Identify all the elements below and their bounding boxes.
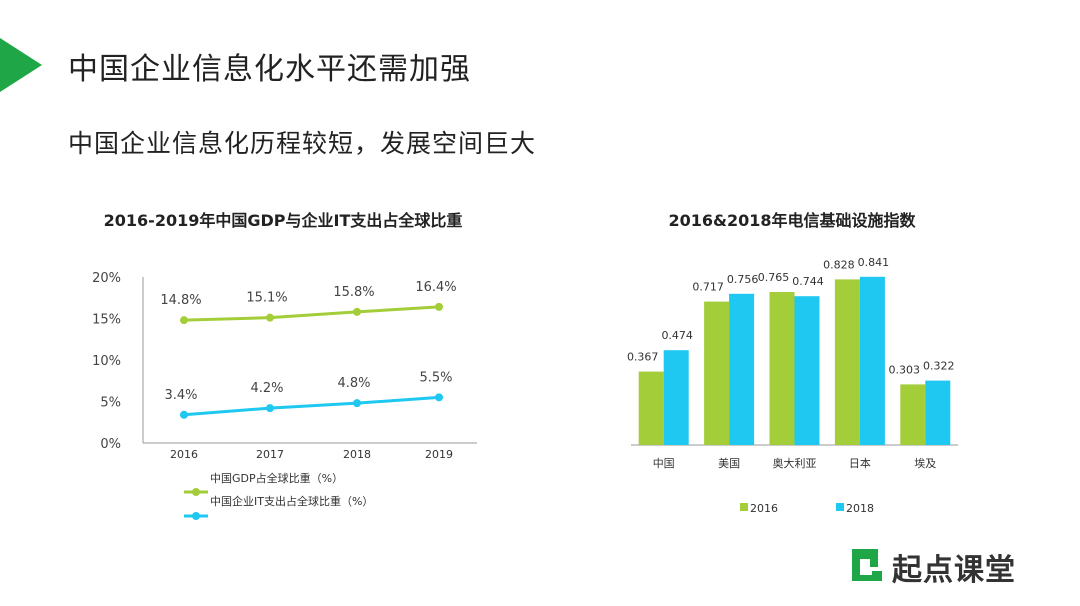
bar-legend-swatch [836,503,844,511]
bar [925,380,951,445]
line-data-label: 15.8% [333,285,374,300]
bar-data-label: 0.756 [727,273,759,286]
line-point [435,302,443,311]
bar [834,279,860,445]
line-legend-label: 中国企业IT支出占全球比重（%） [210,494,373,508]
bar-category-label: 日本 [849,456,871,470]
line-point [353,399,361,408]
bar-category-label: 埃及 [914,456,936,470]
line-data-label: 4.8% [337,376,370,391]
line-point [435,393,443,402]
bar [663,350,689,445]
line-series-0 [183,305,440,322]
logo-text: 起点课堂 [892,553,1016,588]
bar [638,371,664,445]
bar-category-label: 中国 [653,457,675,470]
line-point [180,316,188,325]
bar-category-label: 美国 [718,457,740,470]
line-point [266,313,274,322]
bar-data-label: 0.765 [758,271,790,284]
bar-data-label: 0.367 [627,351,659,364]
bar-data-label: 0.717 [692,281,724,294]
bar-data-label: 0.322 [923,360,955,373]
line-x-tick-label: 2017 [256,448,284,461]
logo-icon [852,549,882,581]
bar-category-label: 奥大利亚 [773,456,817,470]
line-y-tick-label: 5% [100,396,121,411]
accent-triangle-icon [0,38,42,92]
line-data-label: 16.4% [415,280,456,295]
bar-legend-label: 2016 [750,502,778,515]
bar-legend-label: 2018 [846,502,874,515]
bar-data-label: 0.828 [823,258,855,271]
bar [794,296,820,445]
line-data-label: 3.4% [164,388,197,403]
bar [704,301,730,445]
bar [769,292,795,445]
line-legend-marker [192,488,200,496]
line-series-1 [183,395,440,417]
bar-data-label: 0.841 [858,256,890,269]
bar [859,276,885,445]
bar-data-label: 0.474 [661,329,693,342]
line-point [266,404,274,413]
bar-data-label: 0.303 [889,363,921,376]
page-title: 中国企业信息化水平还需加强 [68,52,471,87]
line-data-label: 14.8% [160,293,201,308]
line-point [353,307,361,316]
line-data-label: 15.1% [246,291,287,306]
line-y-tick-label: 10% [92,354,121,369]
line-y-tick-label: 20% [92,271,121,286]
line-chart-title: 2016-2019年中国GDP与企业IT支出占全球比重 [104,211,463,230]
line-point [180,410,188,419]
line-data-label: 5.5% [419,370,452,385]
line-y-tick-label: 15% [92,313,121,328]
bar [900,384,926,445]
bar-chart-title: 2016&2018年电信基础设施指数 [668,211,916,230]
bar [729,293,755,445]
line-x-tick-label: 2016 [170,448,198,461]
bar-legend-swatch [740,503,748,511]
line-y-tick-label: 0% [100,437,121,452]
line-x-tick-label: 2019 [425,448,453,461]
line-legend-marker [192,512,200,520]
line-data-label: 4.2% [250,381,283,396]
line-legend-label: 中国GDP占全球比重（%） [210,471,343,485]
page-subtitle: 中国企业信息化历程较短，发展空间巨大 [68,129,537,158]
bar-data-label: 0.744 [792,275,824,288]
line-x-tick-label: 2018 [343,448,371,461]
